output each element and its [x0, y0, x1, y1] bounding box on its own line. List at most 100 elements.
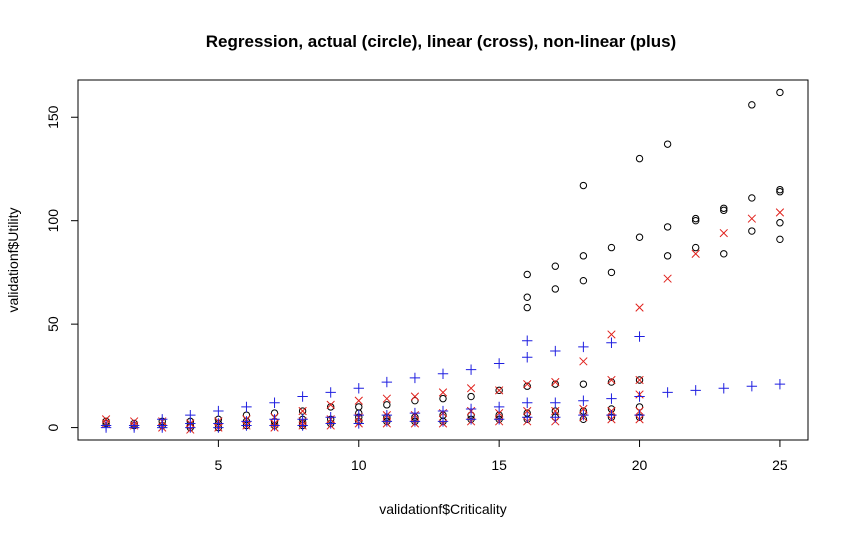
plot-frame	[77, 79, 809, 441]
point-circle	[720, 250, 728, 258]
point-circle	[720, 206, 728, 215]
point-cross	[382, 394, 391, 403]
x-tick-label: 10	[351, 457, 367, 473]
y-tick-label: 150	[45, 105, 61, 129]
point-circle	[495, 386, 503, 395]
point-plus	[381, 416, 393, 427]
point-plus	[213, 422, 224, 433]
x-axis: 5 10 15 20 25	[214, 440, 788, 473]
point-circle	[635, 233, 644, 241]
point-cross	[635, 375, 644, 385]
series-non-linear	[100, 331, 786, 433]
point-circle	[776, 88, 784, 97]
point-plus	[522, 352, 533, 363]
point-circle	[635, 376, 644, 384]
point-plus	[409, 416, 421, 427]
point-plus	[157, 422, 168, 433]
point-plus	[297, 420, 308, 431]
point-circle	[523, 382, 531, 390]
point-circle	[579, 252, 588, 260]
point-plus	[550, 412, 561, 423]
point-plus	[493, 358, 505, 369]
point-circle	[551, 262, 560, 270]
point-plus	[634, 391, 645, 402]
point-circle	[551, 285, 560, 293]
point-circle	[691, 243, 700, 252]
point-circle	[439, 394, 447, 403]
point-plus	[578, 341, 589, 353]
y-axis-title: validationf$Utility	[5, 207, 21, 312]
point-circle	[748, 194, 756, 202]
point-circle	[467, 392, 475, 401]
point-cross	[354, 396, 363, 405]
point-circle	[776, 219, 784, 227]
point-plus	[550, 345, 561, 357]
point-circle	[607, 378, 616, 386]
point-circle	[607, 243, 616, 252]
point-circle	[523, 293, 531, 301]
point-cross	[691, 249, 700, 258]
point-plus	[606, 337, 617, 348]
point-cross	[410, 392, 420, 401]
point-cross	[551, 406, 560, 416]
point-circle	[691, 214, 700, 223]
point-cross	[466, 384, 476, 393]
point-plus	[774, 378, 786, 390]
point-plus	[297, 391, 308, 402]
point-plus	[578, 409, 589, 421]
point-circle	[607, 268, 616, 277]
point-cross	[579, 357, 588, 366]
point-cross	[635, 303, 644, 312]
point-plus	[437, 405, 449, 417]
point-cross	[495, 408, 504, 418]
point-circle	[635, 154, 644, 163]
point-circle	[579, 380, 588, 388]
point-plus	[634, 331, 645, 342]
point-plus	[550, 397, 561, 408]
point-circle	[776, 188, 784, 196]
point-plus	[269, 420, 280, 431]
x-tick-label: 20	[632, 457, 648, 473]
point-plus	[381, 376, 393, 388]
point-cross	[775, 208, 785, 217]
point-plus	[353, 383, 364, 394]
point-circle	[579, 276, 588, 285]
point-plus	[465, 403, 477, 415]
point-plus	[325, 387, 336, 398]
point-circle	[663, 140, 672, 148]
point-circle	[663, 223, 672, 231]
point-plus	[437, 368, 449, 379]
point-plus	[746, 381, 758, 392]
point-cross	[495, 386, 504, 395]
point-circle	[663, 252, 672, 260]
series-linear	[101, 208, 785, 434]
point-plus	[437, 416, 449, 427]
y-tick-label: 50	[45, 316, 61, 332]
point-circle	[776, 235, 784, 244]
point-plus	[128, 422, 140, 433]
point-plus	[522, 397, 533, 408]
data-marks	[100, 88, 786, 434]
point-plus	[606, 409, 617, 421]
x-tick-label: 5	[214, 457, 222, 473]
point-plus	[606, 393, 617, 404]
point-circle	[411, 396, 419, 405]
point-plus	[718, 383, 729, 394]
point-cross	[523, 379, 532, 389]
point-cross	[607, 330, 616, 339]
point-plus	[241, 401, 252, 413]
point-cross	[523, 406, 532, 416]
point-circle	[551, 380, 560, 388]
point-circle	[383, 401, 391, 409]
point-circle	[523, 303, 531, 312]
point-circle	[748, 101, 756, 109]
y-tick-label: 100	[45, 209, 61, 233]
point-plus	[185, 422, 196, 433]
point-plus	[213, 405, 224, 417]
point-plus	[493, 414, 505, 425]
point-cross	[747, 214, 756, 223]
x-tick-label: 15	[491, 457, 507, 473]
point-cross	[326, 400, 335, 409]
point-cross	[719, 228, 728, 238]
